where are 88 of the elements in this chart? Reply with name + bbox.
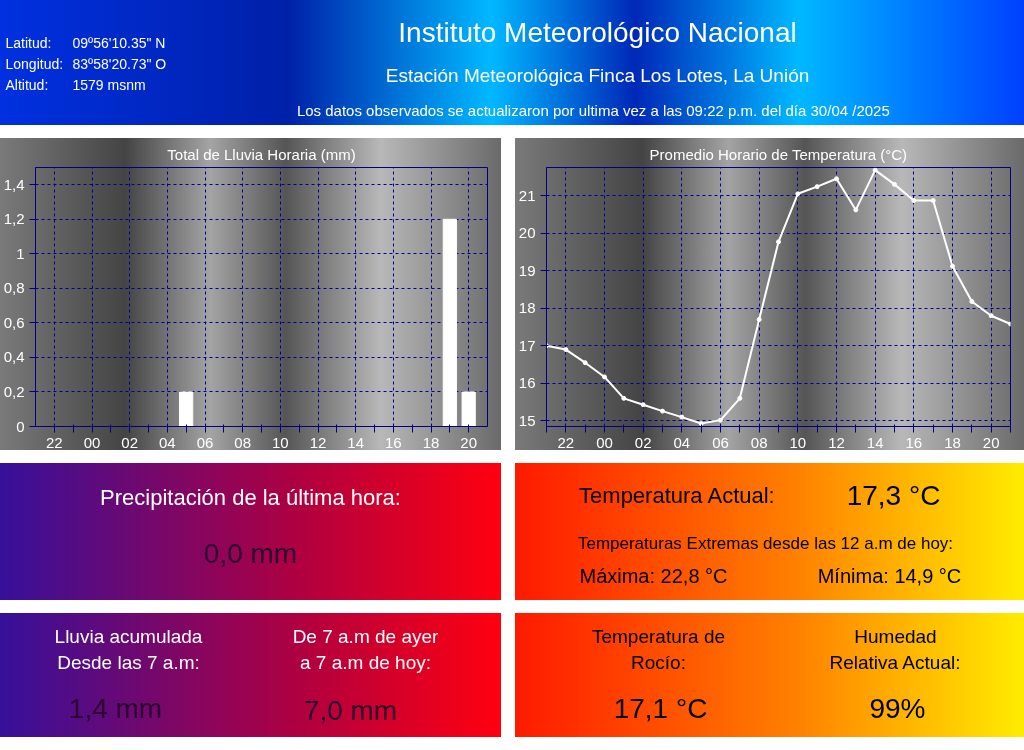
x-tick-label: 18 [422,433,440,451]
point [679,414,685,420]
text: Temperatura de Rocío: [591,626,726,673]
point [988,313,994,319]
y-tick-label: 0,8 [3,279,25,297]
y-tick-label: 0,2 [3,382,25,400]
point [582,360,588,366]
y-tick-label: 0 [16,417,25,435]
point [950,263,955,269]
text: Precipitación de la última hora: [100,485,401,510]
text: 1,4 mm [68,693,163,724]
x-tick-label: 00 [83,433,101,451]
point [969,299,975,304]
x-tick-label: 22 [557,433,575,451]
point [621,395,627,401]
x-tick-label: 18 [944,433,961,451]
point [834,176,839,182]
point [718,417,723,423]
point [776,239,781,245]
y-tick-label: 16 [518,374,536,392]
text: Altitud: [5,76,49,93]
point [602,374,607,380]
text: 17,3 °C [846,480,941,511]
x-tick-label: 22 [45,433,63,451]
x-tick-label: 10 [271,433,289,451]
x-tick-label: 12 [828,433,845,451]
point [911,198,917,204]
text: Temperatura Actual: [579,483,775,508]
text: Latitud: [5,34,52,51]
text: Mínima: 14,9 °C [817,564,962,587]
text: 99% [869,693,926,724]
text: 7,0 mm [303,695,398,726]
text: Longitud: [5,55,64,72]
x-tick-label: 16 [384,433,402,451]
point [892,181,897,187]
x-tick-label: 04 [158,433,176,451]
text: Máxima: 22,8 °C [579,564,728,587]
y-tick-label: 0,6 [3,313,25,331]
point [640,402,646,408]
y-tick-label: 1,4 [3,175,25,193]
point [756,317,762,323]
y-tick-label: 20 [518,224,536,242]
x-tick-label: 06 [712,433,729,451]
x-tick-label: 00 [596,433,613,451]
text: 0,0 mm [203,538,298,569]
text: 17,1 °C [613,693,708,724]
chart-title: Total de Lluvia Horaria (mm) [167,145,356,163]
x-tick-label: 02 [121,433,139,451]
x-tick-label: 20 [982,433,1000,451]
x-tick-label: 14 [866,433,884,451]
y-tick-label: 18 [518,299,536,317]
point [737,395,743,401]
x-tick-label: 08 [750,433,768,451]
text: Humedad Relativa Actual: [829,626,961,673]
chart-title: Promedio Horario de Temperatura (°C) [649,145,908,163]
x-tick-label: 06 [196,433,214,451]
x-tick-label: 08 [234,433,252,451]
point [853,207,859,213]
text: Instituto Meteorológico Nacional [398,17,797,48]
text: 09º56'10.35" N [72,34,166,51]
x-tick-label: 12 [309,433,327,451]
text: 1579 msnm [72,76,146,93]
x-tick-label: 16 [905,433,923,451]
point [660,408,665,414]
point [872,167,878,173]
y-tick-label: 1,2 [3,210,25,228]
y-tick-label: 1 [16,244,25,262]
x-tick-label: 20 [460,433,478,451]
x-tick-label: 14 [347,433,365,451]
point [698,421,704,426]
point [795,191,801,197]
text: Lluvia acumulada Desde las 7 a.m: [54,626,203,673]
point [930,198,936,204]
text: Estación Meteorológica Finca Los Lotes, La Unión [385,65,810,86]
text: Temperaturas Extremas desde las 12 a.m de hoy: [577,534,954,553]
y-tick-label: 0,4 [3,348,25,366]
y-tick-label: 17 [518,336,536,354]
y-tick-label: 15 [518,411,536,429]
x-tick-label: 04 [673,433,691,451]
y-tick-label: 21 [518,186,536,204]
point [814,184,820,190]
text: 83º58'20.73" O [72,55,167,72]
text: Los datos observados se actualizaron por ultima vez a las 09:22 p.m. del día 30/04 /2025 [296,102,890,119]
x-tick-label: 10 [789,433,807,451]
text: De 7 a.m de ayer a 7 a.m de hoy: [292,626,440,673]
x-tick-label: 02 [634,433,652,451]
point [563,347,569,353]
y-tick-label: 19 [518,261,536,279]
